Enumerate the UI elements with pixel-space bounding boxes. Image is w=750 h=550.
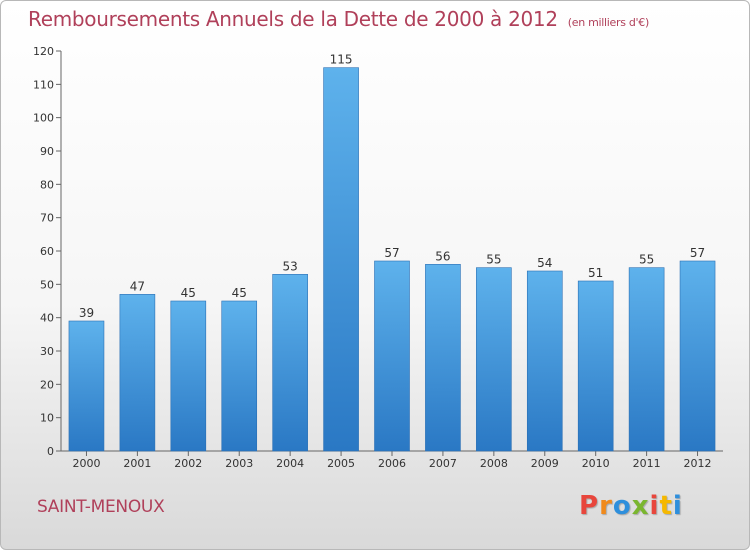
- bar-2005: [323, 67, 359, 452]
- bar-2006: [374, 260, 410, 452]
- bar-2003: [221, 300, 258, 452]
- data-label-2004: 53: [283, 259, 298, 273]
- data-label-2009: 54: [537, 256, 552, 270]
- y-tick-label: 90: [40, 145, 54, 158]
- chart-title: Remboursements Annuels de la Dette de 20…: [28, 7, 649, 31]
- data-label-2003: 45: [232, 286, 247, 300]
- data-label-2005: 115: [330, 53, 353, 67]
- y-tick-label: 50: [40, 278, 54, 291]
- y-tick-label: 0: [47, 445, 54, 458]
- data-label-2000: 39: [79, 306, 94, 320]
- data-label-2011: 55: [639, 253, 654, 267]
- x-tick-label-2000: 2000: [72, 457, 100, 470]
- bar-2009: [526, 270, 563, 452]
- x-tick-label-2007: 2007: [429, 457, 457, 470]
- logo-letter: P: [579, 491, 600, 521]
- bar-2000: [68, 320, 105, 452]
- y-tick-label: 30: [40, 345, 54, 358]
- logo-letter: x: [631, 491, 650, 521]
- logo-letter: r: [599, 491, 613, 521]
- y-tick-label: 80: [40, 178, 54, 191]
- bar-2002: [170, 300, 207, 452]
- y-tick-label: 10: [40, 412, 54, 425]
- data-label-2010: 51: [588, 266, 603, 280]
- chart-bars: [68, 67, 716, 452]
- logo-letter: i: [672, 491, 683, 521]
- x-tick-label-2005: 2005: [327, 457, 355, 470]
- bar-2011: [628, 267, 665, 452]
- commune-name: SAINT-MENOUX: [37, 497, 165, 517]
- x-tick-label-2003: 2003: [225, 457, 253, 470]
- bar-2004: [272, 274, 308, 452]
- bar-2007: [425, 264, 461, 452]
- bar-2010: [577, 280, 614, 452]
- data-label-2006: 57: [384, 246, 399, 260]
- x-tick-label-2010: 2010: [582, 457, 610, 470]
- chart-title-text: Remboursements Annuels de la Dette de 20…: [28, 7, 558, 31]
- x-tick-label-2001: 2001: [123, 457, 151, 470]
- y-tick-label: 120: [33, 45, 54, 58]
- y-tick-label: 70: [40, 212, 54, 225]
- chart-subtitle: (en milliers d'€): [567, 16, 649, 29]
- data-label-2008: 55: [486, 253, 501, 267]
- x-tick-label-2008: 2008: [480, 457, 508, 470]
- y-tick-label: 20: [40, 378, 54, 391]
- x-tick-label-2009: 2009: [531, 457, 559, 470]
- bar-2012: [679, 260, 716, 452]
- x-tick-label-2002: 2002: [174, 457, 202, 470]
- bar-2001: [119, 294, 156, 452]
- x-tick-label-2004: 2004: [276, 457, 304, 470]
- data-label-2012: 57: [690, 246, 705, 260]
- bar-2008: [476, 267, 512, 452]
- y-tick-label: 60: [40, 245, 54, 258]
- x-tick-label-2006: 2006: [378, 457, 406, 470]
- data-label-2002: 45: [181, 286, 196, 300]
- data-label-2007: 56: [435, 249, 450, 263]
- data-label-2001: 47: [130, 279, 145, 293]
- y-tick-label: 40: [40, 312, 54, 325]
- logo-letter: o: [612, 491, 632, 521]
- x-tick-label-2011: 2011: [633, 457, 661, 470]
- logo-letter: t: [659, 491, 673, 521]
- chart-labels: 2000 39 2001 47 2002 45 2003 45 2004 53 2005 115 200…: [72, 53, 711, 470]
- logo-letter: i: [649, 491, 660, 521]
- proxiti-logo: Proxiti: [579, 491, 683, 521]
- x-tick-label-2012: 2012: [684, 457, 712, 470]
- y-tick-label: 110: [33, 78, 54, 91]
- y-tick-label: 100: [33, 112, 54, 125]
